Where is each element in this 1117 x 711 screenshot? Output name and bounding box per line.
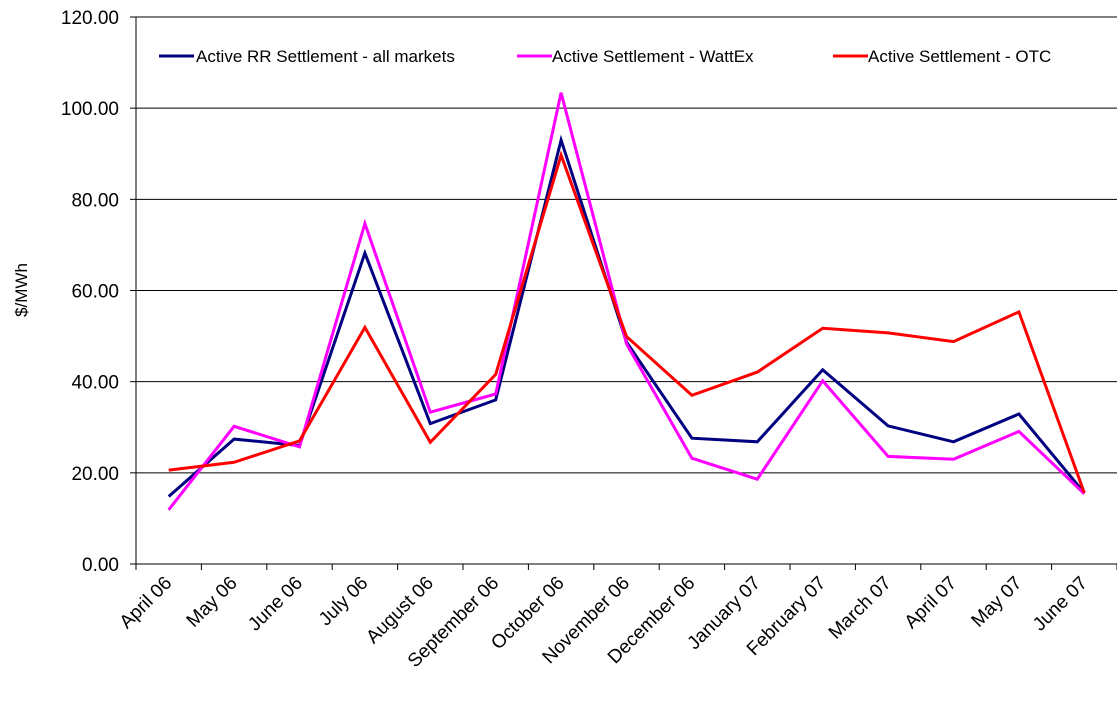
series-line-2 [167, 92, 1086, 511]
x-tick-label: July 06 [315, 573, 372, 630]
x-tick-label: April 06 [116, 573, 176, 633]
x-tick-label: June 06 [244, 573, 307, 636]
series-line-1 [167, 134, 1086, 498]
legend-label: Active Settlement - WattEx [552, 47, 754, 66]
legend-label: Active RR Settlement - all markets [196, 47, 455, 66]
gridlines [136, 16, 1117, 474]
y-tick-label: 60.00 [71, 282, 119, 303]
y-tick-label: 100.00 [61, 99, 119, 120]
y-tick-label: 20.00 [71, 464, 119, 485]
x-tick-label: March 07 [825, 573, 896, 644]
series-line-3 [168, 150, 1086, 494]
axes [130, 16, 1117, 570]
y-tick-labels: 0.00 20.00 40.00 60.00 80.00 100.00 120.00 [61, 8, 119, 576]
series-lines [167, 92, 1086, 511]
x-tick-label: May 07 [968, 573, 1027, 632]
x-tick-label: May 06 [183, 573, 242, 632]
x-tick-label: June 07 [1029, 573, 1092, 636]
y-tick-label: 80.00 [71, 190, 119, 211]
legend: Active RR Settlement - all markets Active… [159, 47, 1051, 66]
y-tick-label: 40.00 [71, 373, 119, 394]
x-tick-label: April 07 [901, 573, 961, 633]
y-tick-label: 0.00 [82, 555, 119, 576]
legend-label: Active Settlement - OTC [868, 47, 1051, 66]
y-tick-label: 120.00 [61, 8, 119, 29]
y-axis-title: $/MWh [12, 263, 31, 317]
